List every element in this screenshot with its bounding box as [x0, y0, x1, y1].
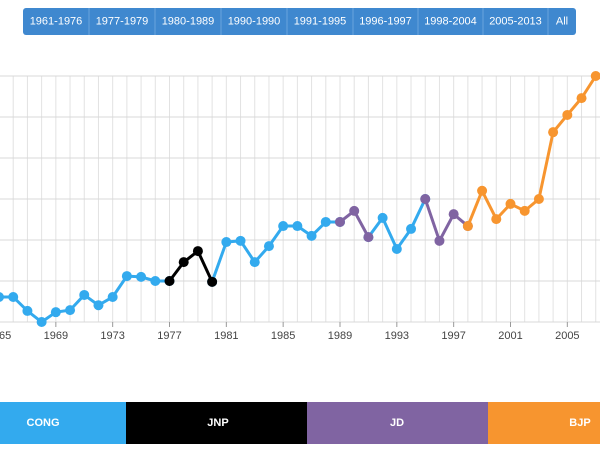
- point: [377, 212, 388, 223]
- point: [36, 317, 47, 327]
- legend-label: CONG: [27, 417, 60, 429]
- point: [420, 194, 431, 204]
- point: [306, 230, 317, 241]
- point: [235, 235, 246, 246]
- legend-swatch: [126, 402, 307, 444]
- point: [462, 221, 473, 232]
- legend-swatch: [488, 402, 600, 444]
- x-tick-label: 1965: [0, 330, 11, 342]
- point: [477, 185, 488, 196]
- point: [292, 221, 303, 232]
- button-label[interactable]: 1990-1990: [228, 15, 281, 27]
- legend-label: JD: [390, 417, 404, 429]
- point: [491, 214, 502, 225]
- point: [221, 237, 232, 248]
- point: [192, 246, 203, 257]
- legend-label: JNP: [207, 417, 228, 429]
- x-tick-label: 1973: [100, 330, 124, 342]
- point: [107, 291, 118, 302]
- button-label[interactable]: 1998-2004: [424, 15, 477, 27]
- point: [448, 209, 459, 220]
- point: [50, 307, 61, 318]
- line: [423, 198, 469, 245]
- button-label[interactable]: 1980-1989: [162, 15, 215, 27]
- point: [320, 216, 331, 227]
- point: [562, 109, 573, 120]
- point: [406, 223, 417, 234]
- button-label[interactable]: 1961-1976: [30, 15, 83, 27]
- point: [548, 127, 559, 138]
- point: [519, 205, 530, 216]
- button-label[interactable]: All: [556, 15, 568, 27]
- button-bar: [23, 8, 576, 35]
- point: [334, 216, 345, 227]
- x-tick-label: 1989: [328, 330, 352, 342]
- legend-label: BJP: [569, 417, 590, 429]
- point: [121, 271, 132, 282]
- line: [168, 248, 214, 283]
- x-tick-label: 1977: [157, 330, 181, 342]
- x-tick-label: 2001: [498, 330, 522, 342]
- point: [590, 71, 600, 81]
- point: [8, 291, 19, 302]
- point: [576, 93, 587, 104]
- point: [150, 276, 161, 286]
- point: [434, 235, 445, 246]
- point: [533, 194, 544, 204]
- legend-swatch: [0, 402, 126, 444]
- x-tick-label: 1997: [441, 330, 465, 342]
- button-label[interactable]: 2005-2013: [489, 15, 542, 27]
- point: [164, 276, 175, 286]
- point: [178, 257, 189, 268]
- x-tick-label: 1981: [214, 330, 238, 342]
- point: [391, 244, 402, 255]
- x-tick-label: 1993: [385, 330, 409, 342]
- button-label[interactable]: 1996-1997: [359, 15, 412, 27]
- line: [210, 220, 340, 283]
- button-label[interactable]: 1991-1995: [294, 15, 347, 27]
- point: [0, 292, 5, 302]
- x-tick-label: 1969: [44, 330, 68, 342]
- point: [207, 276, 218, 287]
- point: [505, 198, 516, 209]
- point: [249, 257, 260, 268]
- point: [363, 232, 374, 243]
- point: [136, 271, 147, 282]
- point: [349, 205, 360, 216]
- legend-swatch: [307, 402, 488, 444]
- point: [263, 241, 274, 252]
- line: [466, 75, 598, 227]
- x-tick-label: 1985: [271, 330, 295, 342]
- point: [22, 305, 33, 316]
- point: [93, 300, 104, 311]
- point: [65, 305, 76, 316]
- button-label[interactable]: 1977-1979: [96, 15, 149, 27]
- point: [79, 289, 90, 300]
- x-tick-label: 2005: [555, 330, 579, 342]
- point: [278, 221, 289, 232]
